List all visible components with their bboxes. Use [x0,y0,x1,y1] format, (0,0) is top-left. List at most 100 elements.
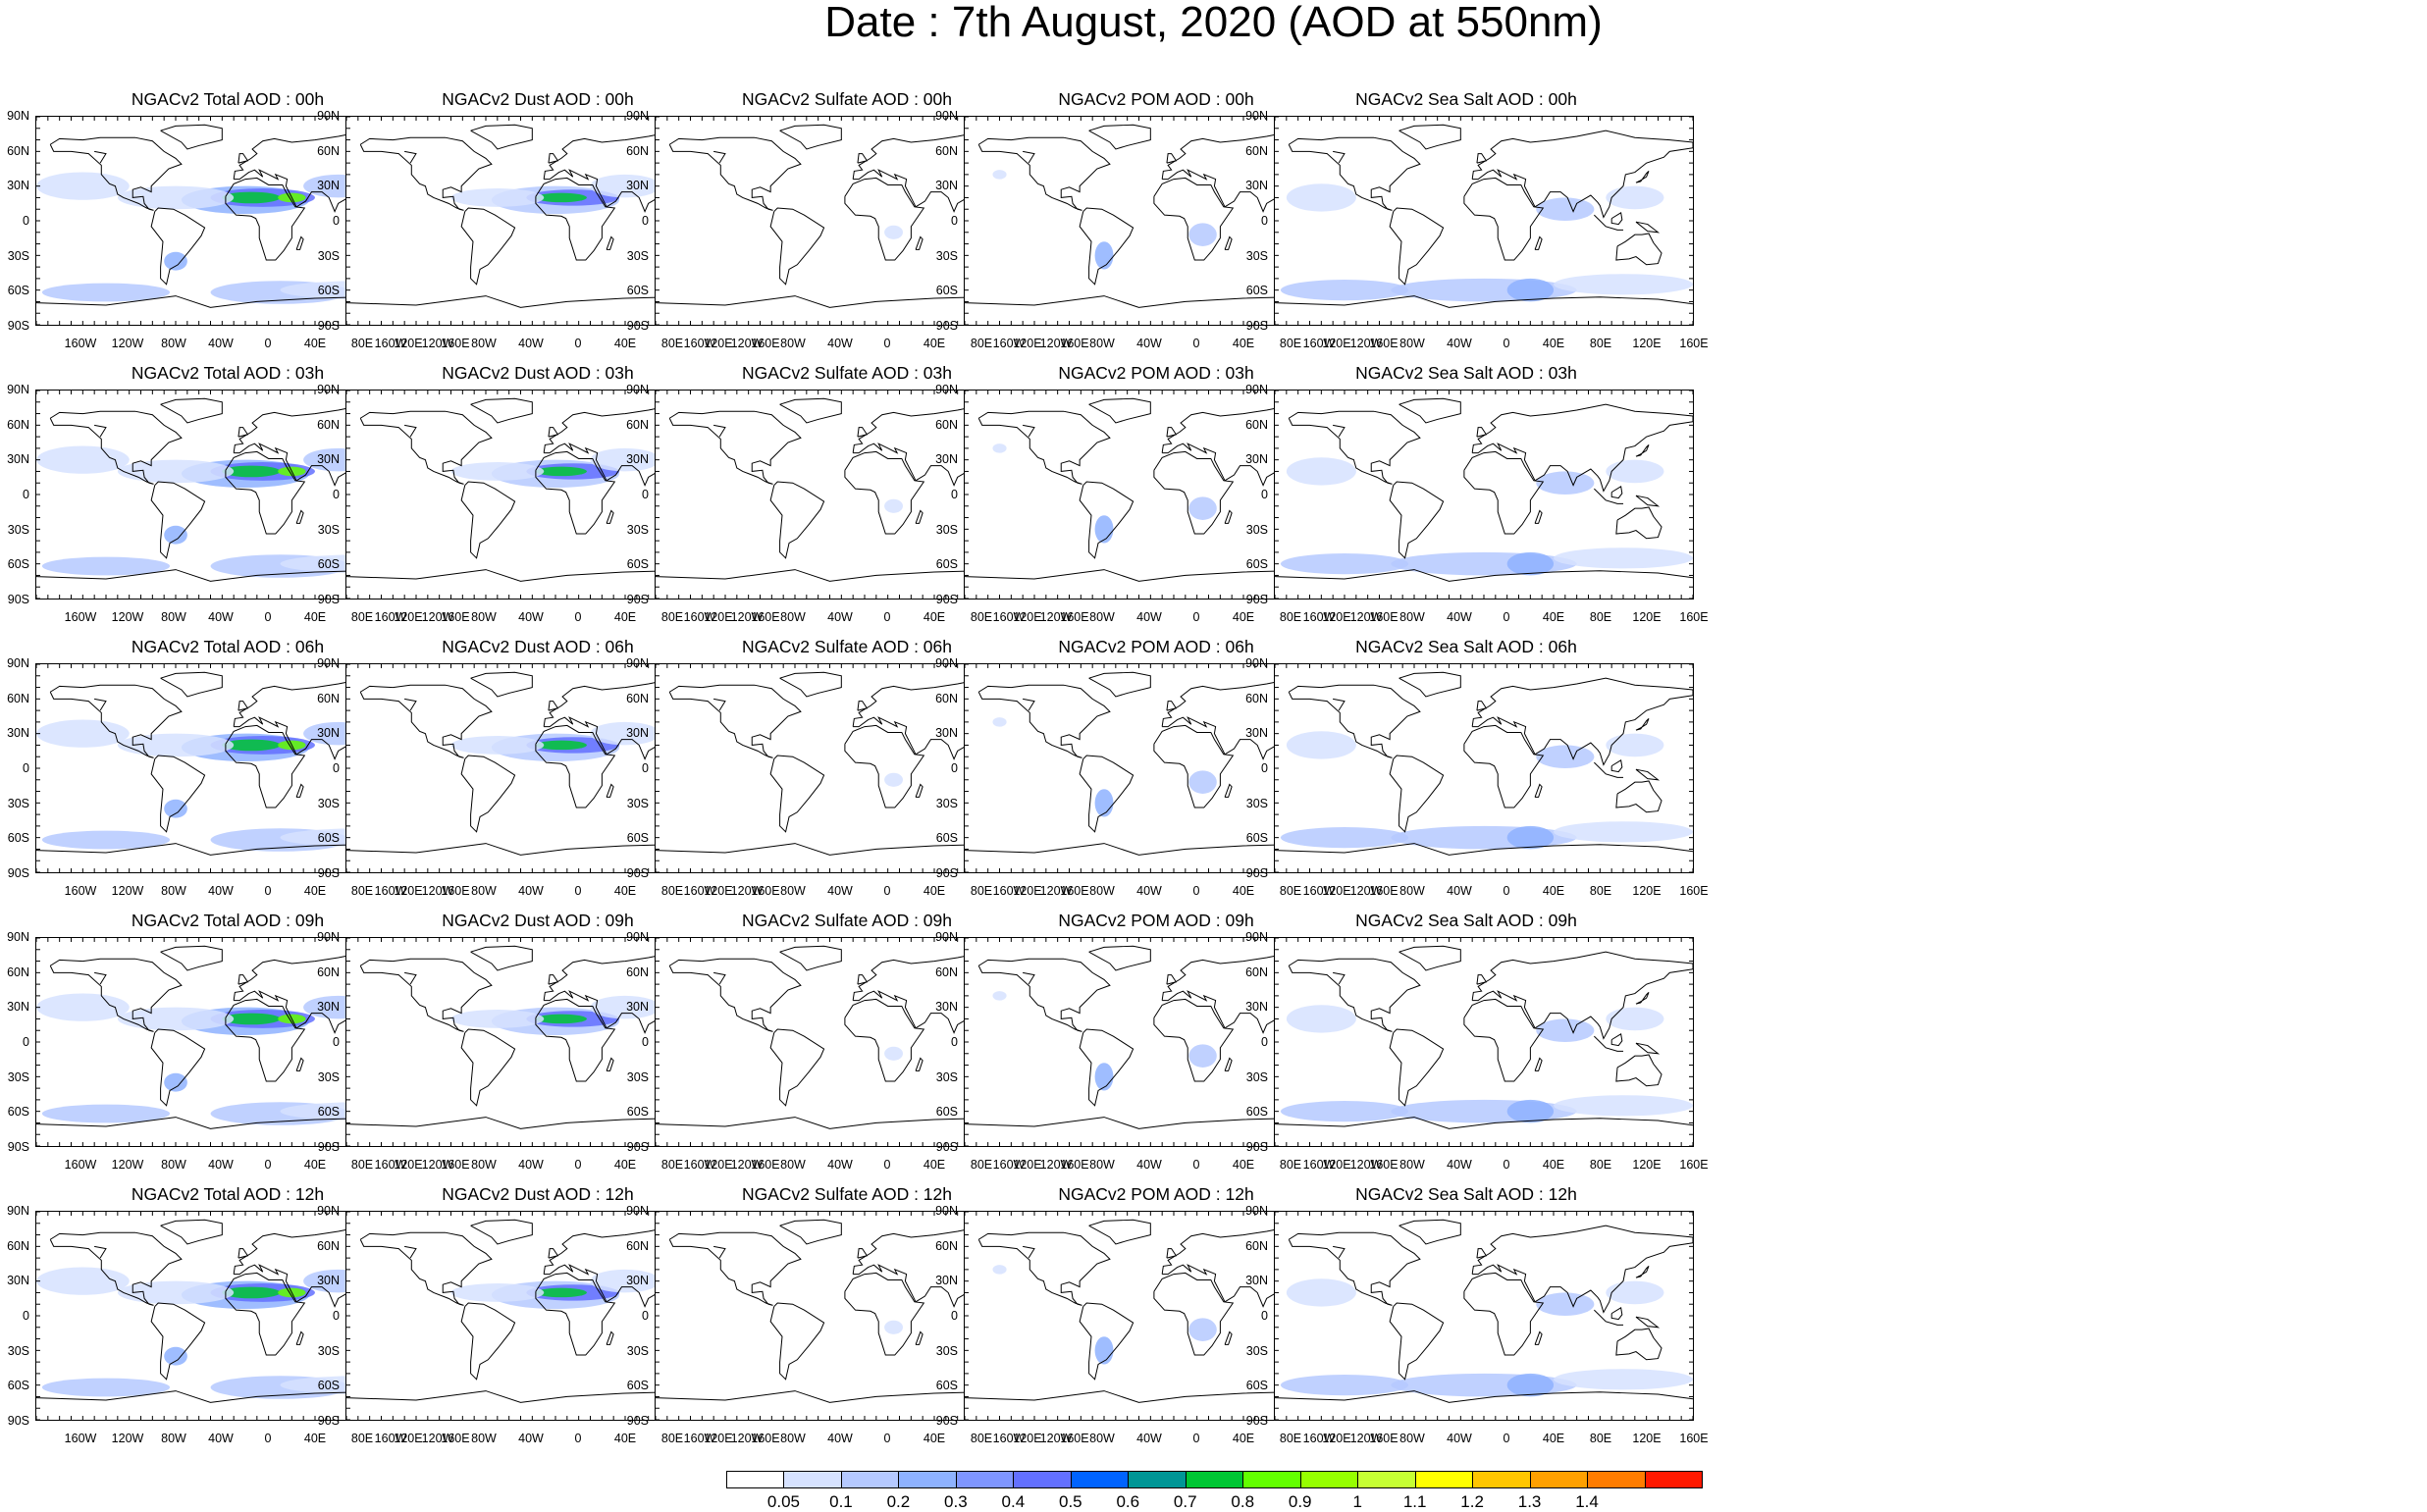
coastline [844,724,925,808]
longitude-label: 80W [471,884,497,898]
latitude-label: 30S [1245,796,1268,810]
aod-shading [117,1280,235,1305]
panel-title: NGACv2 Total AOD : 09h [131,911,325,930]
coastline [1476,153,1488,164]
longitude-label: 40E [613,610,637,624]
coastline [49,136,183,211]
aod-shading [450,736,545,755]
coastline [1023,150,1035,164]
longitude-label: 160W [683,337,716,350]
longitude-label: 160E [751,1432,780,1445]
aod-shading [1286,731,1356,759]
coastline [1023,698,1035,711]
map-panel: NGACv2 Sea Salt AOD : 09h 90N 60N 30N 0 30S 60… [1239,912,1709,1172]
latitude-label: 60S [7,557,29,572]
longitude-label: 160E [1679,884,1709,898]
latitude-label: 30N [626,452,649,467]
coastline [857,153,869,164]
longitude-label: 80E [970,1158,993,1172]
coastline [1166,153,1178,164]
longitude-label: 120E [1322,1158,1351,1172]
longitude-label: 160E [1679,610,1709,624]
latitude-label: 60S [1245,557,1268,572]
coastline [470,124,533,150]
aod-shading [590,995,660,1019]
latitude-label: 30N [626,1000,649,1015]
longitude-label: 160E [1369,1158,1398,1172]
longitude-label: 120E [1632,884,1662,898]
longitude-label: 40W [208,1432,234,1445]
latitude-label: 60N [626,417,649,432]
coastline [1463,724,1545,808]
figure-title: Date : 7th August, 2020 (AOD at 550nm) [824,0,1603,46]
longitude-label: 160W [1302,337,1336,350]
aod-shading [36,1267,130,1295]
longitude-label: 0 [1192,1158,1200,1172]
longitude-label: 40E [613,1158,637,1172]
latitude-label: 90S [935,319,958,333]
latitude-label: 90N [317,930,340,944]
coastline [1635,718,1650,731]
longitude-label: 80W [161,1158,186,1172]
colorbar-swatch [1414,1471,1474,1488]
coastline [1471,677,1693,766]
longitude-label: 160W [683,610,716,624]
latitude-label: 60S [317,831,340,846]
coastline [548,701,559,711]
coastline [1534,509,1543,524]
latitude-label: 90N [317,383,340,396]
latitude-label: 0 [951,488,958,501]
longitude-label: 120E [394,1158,423,1172]
aod-shading [590,721,660,746]
longitude-label: 120E [704,1432,733,1445]
coastline [460,755,516,833]
coastline [606,1330,614,1345]
aod-shading [992,1265,1007,1275]
coastline [915,509,923,524]
latitude-label: 30S [1245,522,1268,537]
longitude-label: 120W [730,1158,764,1172]
axis-ticks [1275,117,1693,325]
latitude-label: 90N [7,383,29,396]
aod-shading [117,185,235,210]
longitude-label: 160W [683,884,716,898]
latitude-label: 90N [626,656,649,670]
aod-shading [1280,553,1409,575]
colorbar-tick-label: 0.3 [944,1492,968,1511]
latitude-label: 60N [1245,691,1268,705]
coastline [713,698,726,711]
coastline [844,998,925,1082]
coastline [977,1231,1111,1306]
latitude-label: 90S [935,866,958,880]
latitude-label: 30N [7,179,29,193]
longitude-label: 80E [1589,1432,1612,1445]
coastline [160,671,223,698]
coastline [1610,485,1623,499]
colorbar-tick-label: 1.1 [1402,1492,1427,1511]
panel-title: NGACv2 Dust AOD : 03h [442,363,634,383]
coastline [1534,783,1543,798]
latitude-label: 60S [317,284,340,298]
longitude-label: 160W [374,610,407,624]
colorbar-tick-label: 0.05 [766,1492,801,1511]
coastline [49,410,183,485]
latitude-label: 30S [935,1069,958,1084]
aod-shading [1188,1318,1217,1341]
coastline [237,153,249,164]
longitude-label: 40W [518,337,544,350]
longitude-label: 80E [970,884,993,898]
colorbar-swatch [1299,1471,1359,1488]
longitude-label: 40W [1447,884,1472,898]
longitude-label: 40E [303,884,327,898]
coastline [535,450,616,535]
longitude-label: 0 [574,1158,582,1172]
aod-shading [1094,515,1114,544]
latitude-label: 0 [642,214,649,228]
latitude-label: 60S [935,1379,958,1393]
map-canvas [1275,391,1693,599]
longitude-label: 160W [992,337,1026,350]
colorbar-swatch [1357,1471,1416,1488]
coastline [779,671,842,698]
aod-shading [36,172,130,200]
longitude-label: 160E [441,1432,470,1445]
